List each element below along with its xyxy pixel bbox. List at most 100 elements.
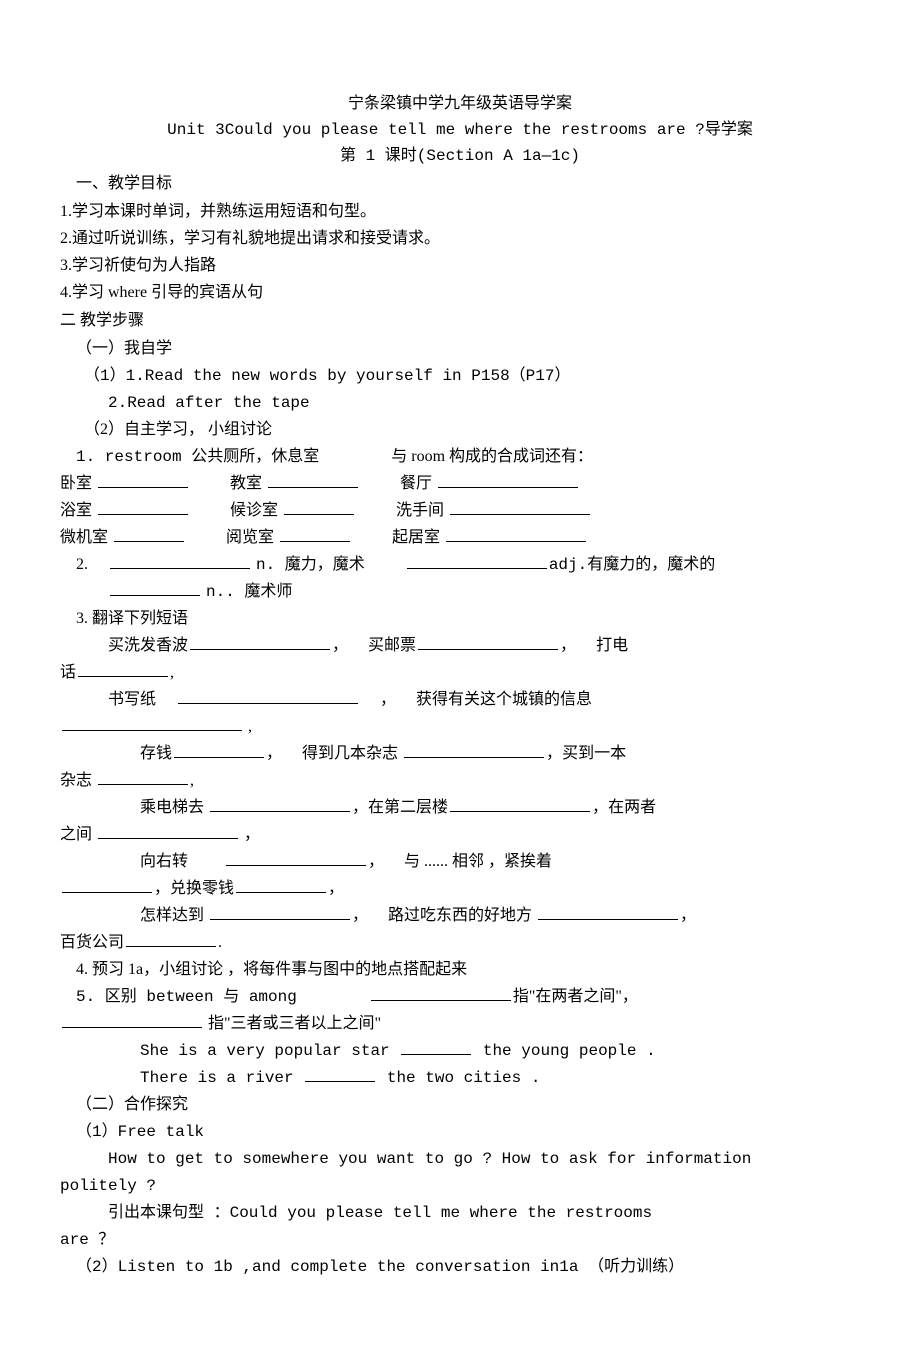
phrase-buymag-2: 杂志 xyxy=(60,772,92,789)
blank-nextto[interactable] xyxy=(62,878,152,893)
phrase-row-4: 乘电梯去 ，在第二层楼，在两者 xyxy=(60,796,860,820)
coop-1: （1）Free talk xyxy=(60,1120,860,1144)
q5-s1a: She is a very popular star xyxy=(140,1042,399,1060)
goal-2: 2.通过听说训练，学习有礼貌地提出请求和接受请求。 xyxy=(60,227,860,251)
goal-3: 3.学习祈使句为人指路 xyxy=(60,254,860,278)
blank-living[interactable] xyxy=(446,527,586,542)
phrase-paper: 书写纸 xyxy=(108,691,156,708)
blank-phone[interactable] xyxy=(78,662,168,677)
selfstudy-1: （1）1.Read the new words by yourself in P… xyxy=(60,364,860,388)
q4-row: 4. 预习 1a，小组讨论 ，将每件事与图中的地点搭配起来 xyxy=(60,958,860,982)
phrase-2f: 在第二层楼 xyxy=(368,799,448,816)
blank-bath[interactable] xyxy=(98,500,188,515)
blank-mags[interactable] xyxy=(404,743,544,758)
q2-adj: adj.有魔力的，魔术的 xyxy=(549,556,715,574)
coop-1a: How to get to somewhere you want to go ?… xyxy=(60,1147,860,1171)
phrase-phone-1: 打电 xyxy=(596,637,628,654)
coop-head: （二）合作探究 xyxy=(60,1093,860,1117)
blank-right[interactable] xyxy=(226,851,366,866)
room-bedroom: 卧室 xyxy=(60,475,92,492)
selfstudy-head: （一）我自学 xyxy=(60,337,860,361)
blank-waiting[interactable] xyxy=(284,500,354,515)
blank-magician[interactable] xyxy=(110,581,200,596)
room-reading: 阅览室 xyxy=(226,529,274,546)
q5-s1b: the young people . xyxy=(473,1042,655,1060)
room-dining: 餐厅 xyxy=(400,475,432,492)
phrase-row-2b: , xyxy=(60,715,860,739)
phrase-row-5: 向右转 ， 与 ...... 相邻 ，紧挨着 xyxy=(60,850,860,874)
q2-noun: n. 魔力，魔术 xyxy=(256,556,365,574)
blank-paper[interactable] xyxy=(178,689,358,704)
blank-stamps[interactable] xyxy=(418,635,558,650)
room-row-1: 卧室 教室 餐厅 xyxy=(60,472,860,496)
phrase-row-1b: 话, xyxy=(60,661,860,685)
q4-text: 4. 预习 1a，小组讨论 ，将每件事与图中的地点搭配起来 xyxy=(76,961,467,978)
blank-save[interactable] xyxy=(174,743,264,758)
blank-dining[interactable] xyxy=(438,473,578,488)
q5-sent1: She is a very popular star the young peo… xyxy=(60,1039,860,1063)
blank-2f[interactable] xyxy=(450,797,590,812)
q5-stem: 5. 区别 between 与 among xyxy=(76,988,297,1006)
heading-goals-text: 一、教学目标 xyxy=(76,175,172,192)
room-bath: 浴室 xyxy=(60,502,92,519)
blank-magic-adj[interactable] xyxy=(407,554,547,569)
blank-s1[interactable] xyxy=(401,1040,471,1055)
blank-reading[interactable] xyxy=(280,527,350,542)
phrase-shampoo: 买洗发香波 xyxy=(108,637,188,654)
phrase-right: 向右转 xyxy=(140,853,188,870)
blank-bedroom[interactable] xyxy=(98,473,188,488)
blank-between[interactable] xyxy=(98,824,238,839)
q2-row2: n.. 魔术师 xyxy=(60,580,860,604)
phrase-nextto: 与 ...... 相邻 ，紧挨着 xyxy=(404,853,552,870)
q2-row1: 2. n. 魔力，魔术 adj.有魔力的，魔术的 xyxy=(60,553,860,577)
q5-c: 指"三者或三者以上之间" xyxy=(204,1015,381,1032)
selfstudy-head-text: （一）我自学 xyxy=(76,340,172,357)
phrase-between-2: 之间 xyxy=(60,826,92,843)
room-classroom: 教室 xyxy=(230,475,262,492)
q2-num: 2. xyxy=(76,556,88,573)
room-wash: 洗手间 xyxy=(396,502,444,519)
q2-magician: n.. 魔术师 xyxy=(206,583,292,601)
blank-escalator[interactable] xyxy=(210,797,350,812)
q5-b: 指"在两者之间"， xyxy=(513,988,638,1005)
blank-wash[interactable] xyxy=(450,500,590,515)
phrase-between-1: 在两者 xyxy=(608,799,656,816)
lesson-title: 第 1 课时(Section A 1a—1c) xyxy=(60,144,860,168)
blank-s2[interactable] xyxy=(305,1067,375,1082)
phrase-change: 兑换零钱 xyxy=(170,880,234,897)
phrase-row-3: 存钱， 得到几本杂志 ，买到一本 xyxy=(60,742,860,766)
phrase-buymag-1: 买到一本 xyxy=(562,745,626,762)
coop-2-text: （2）Listen to 1b ,and complete the conver… xyxy=(76,1258,684,1276)
phrase-row-2: 书写纸 ， 获得有关这个城镇的信息 xyxy=(60,688,860,712)
phrase-row-4b: 之间 ， xyxy=(60,823,860,847)
blank-computer[interactable] xyxy=(114,527,184,542)
blank-shampoo[interactable] xyxy=(190,635,330,650)
goal-4: 4.学习 where 引导的宾语从句 xyxy=(60,281,860,305)
blank-info[interactable] xyxy=(62,716,242,731)
unit-title: Unit 3Could you please tell me where the… xyxy=(60,118,860,142)
phrase-deptstore: 百货公司 xyxy=(60,934,124,951)
phrase-row-1: 买洗发香波， 买邮票， 打电 xyxy=(60,634,860,658)
q1-stem-row: 1. restroom 公共厕所，休息室 与 room 构成的合成词还有： xyxy=(60,445,860,469)
blank-between-word[interactable] xyxy=(371,986,511,1001)
blank-buymag[interactable] xyxy=(98,770,188,785)
blank-magic-n[interactable] xyxy=(110,554,250,569)
selfstudy-1b: 2.Read after the tape xyxy=(60,391,860,415)
q5-sent2: There is a river the two cities . xyxy=(60,1066,860,1090)
blank-classroom[interactable] xyxy=(268,473,358,488)
room-row-3: 微机室 阅览室 起居室 xyxy=(60,526,860,550)
blank-among-word[interactable] xyxy=(62,1013,202,1028)
room-waiting: 候诊室 xyxy=(230,502,278,519)
blank-deptstore[interactable] xyxy=(126,932,216,947)
blank-change[interactable] xyxy=(236,878,326,893)
blank-getto[interactable] xyxy=(210,905,350,920)
heading-goals: 一、教学目标 xyxy=(60,172,860,196)
coop-head-text: （二）合作探究 xyxy=(76,1096,188,1113)
heading-steps: 二 教学步骤 xyxy=(60,309,860,333)
phrase-row-5b: ，兑换零钱， xyxy=(60,877,860,901)
q5-row2: 指"三者或三者以上之间" xyxy=(60,1012,860,1036)
q3-head-text: 3. 翻译下列短语 xyxy=(76,610,188,627)
blank-passby[interactable] xyxy=(538,905,678,920)
room-row-2: 浴室 候诊室 洗手间 xyxy=(60,499,860,523)
room-computer: 微机室 xyxy=(60,529,108,546)
